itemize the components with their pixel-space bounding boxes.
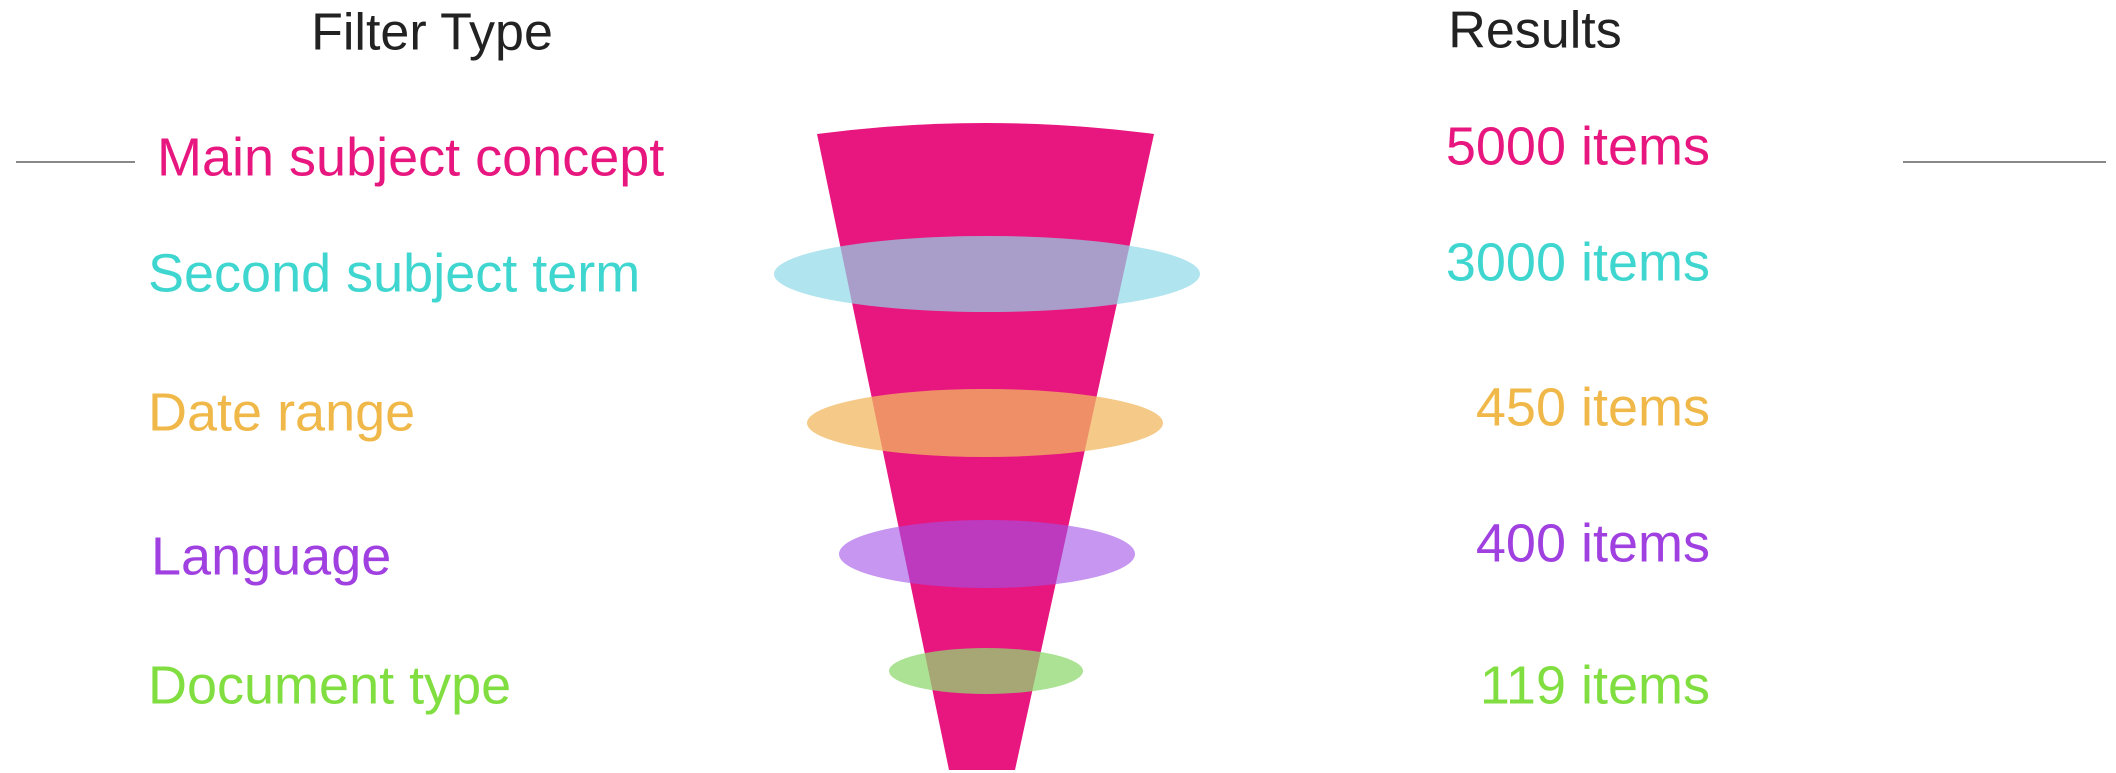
result-count: 400 items: [1476, 513, 1710, 573]
filter-band: [839, 520, 1135, 588]
filter-band: [774, 236, 1200, 312]
filter-label: Language: [151, 526, 391, 586]
filter-band: [807, 389, 1163, 457]
result-count: 3000 items: [1446, 232, 1710, 292]
header-filter-type: Filter Type: [311, 4, 553, 62]
result-count: 5000 items: [1446, 116, 1710, 176]
result-count: 450 items: [1476, 377, 1710, 437]
filter-label: Document type: [148, 655, 511, 715]
filter-label: Main subject concept: [157, 127, 664, 187]
filter-label: Date range: [148, 382, 415, 442]
result-count: 119 items: [1480, 655, 1710, 715]
header-results: Results: [1448, 2, 1621, 60]
filter-label: Second subject term: [148, 243, 640, 303]
filter-band: [889, 648, 1083, 694]
